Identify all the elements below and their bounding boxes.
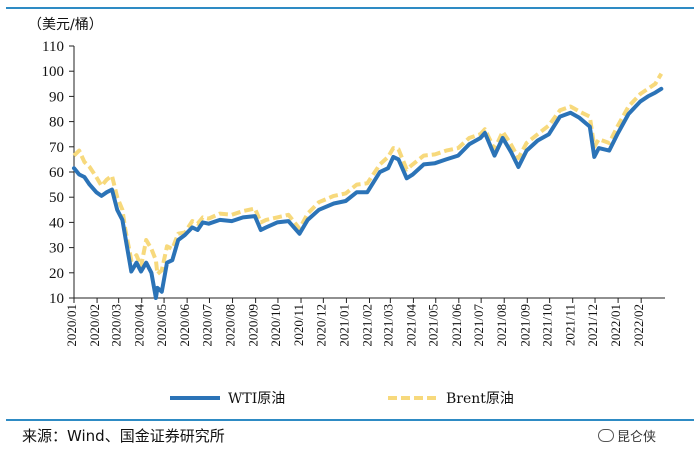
series-line-1 (72, 72, 664, 277)
y-tick-label: 100 (42, 64, 65, 80)
x-tick-label: 2021/03 (380, 304, 395, 347)
legend-label-wti: WTI原油 (228, 391, 285, 407)
x-tick-label: 2021/05 (426, 304, 441, 347)
x-tick-label: 2020/06 (177, 304, 192, 347)
x-tick-label: 2020/01 (64, 304, 79, 347)
legend: WTI原油 Brent原油 (170, 391, 514, 407)
series-layer (72, 72, 664, 300)
x-tick-label: 2021/09 (517, 304, 532, 347)
x-tick-label: 2021/06 (449, 304, 464, 347)
y-tick-label: 60 (49, 165, 64, 181)
x-tick-label: 2021/08 (494, 304, 509, 347)
x-tick-label: 2021/12 (585, 304, 600, 347)
y-tick-label: 10 (49, 291, 64, 307)
x-tick-label: 2020/03 (109, 304, 124, 347)
series-line-0 (72, 86, 664, 300)
legend-label-brent: Brent原油 (446, 391, 514, 407)
wechat-icon (598, 429, 614, 442)
unit-label: （美元/桶） (28, 17, 103, 33)
x-tick-label: 2020/08 (223, 304, 238, 347)
x-tick-label: 2021/10 (540, 304, 555, 347)
x-tick-label: 2022/01 (608, 304, 623, 347)
y-tick-label: 50 (49, 190, 64, 206)
y-tick-label: 20 (49, 266, 64, 282)
x-tick-label: 2021/07 (471, 304, 486, 347)
bottom-rule (6, 419, 694, 421)
x-tick-label: 2021/11 (563, 304, 578, 346)
x-tick-label: 2020/02 (87, 304, 102, 347)
source-note: 来源：Wind、国金证券研究所 (22, 427, 225, 445)
x-tick-label: 2021/01 (336, 304, 351, 347)
x-tick-label: 2021/04 (403, 304, 418, 347)
x-tick-label: 2020/05 (154, 304, 169, 347)
x-tick-label: 2020/07 (199, 304, 214, 347)
top-rule (6, 7, 694, 9)
x-tick-label: 2021/02 (360, 304, 375, 347)
watermark-text: 昆仑侠 (617, 430, 657, 445)
x-axis: 2020/01 2020/02 2020/03 2020/04 2020/05 2020/… (64, 297, 665, 347)
x-tick-label: 2020/04 (132, 304, 147, 347)
y-tick-label: 90 (49, 89, 64, 105)
watermark: 昆仑侠 (598, 426, 656, 445)
x-tick-label: 2020/12 (313, 304, 328, 347)
y-axis: 10 20 30 40 50 60 70 80 90 100 110 (42, 39, 75, 307)
x-tick-label: 2020/10 (268, 304, 283, 347)
y-tick-label: 70 (49, 140, 64, 156)
x-tick-label: 2020/09 (246, 304, 261, 347)
y-tick-label: 110 (42, 39, 64, 55)
x-tick-label: 2020/11 (291, 304, 306, 346)
x-tick-label: 2022/02 (631, 304, 646, 347)
y-tick-label: 30 (49, 241, 64, 257)
y-tick-label: 40 (49, 215, 64, 231)
y-tick-label: 80 (49, 115, 64, 131)
